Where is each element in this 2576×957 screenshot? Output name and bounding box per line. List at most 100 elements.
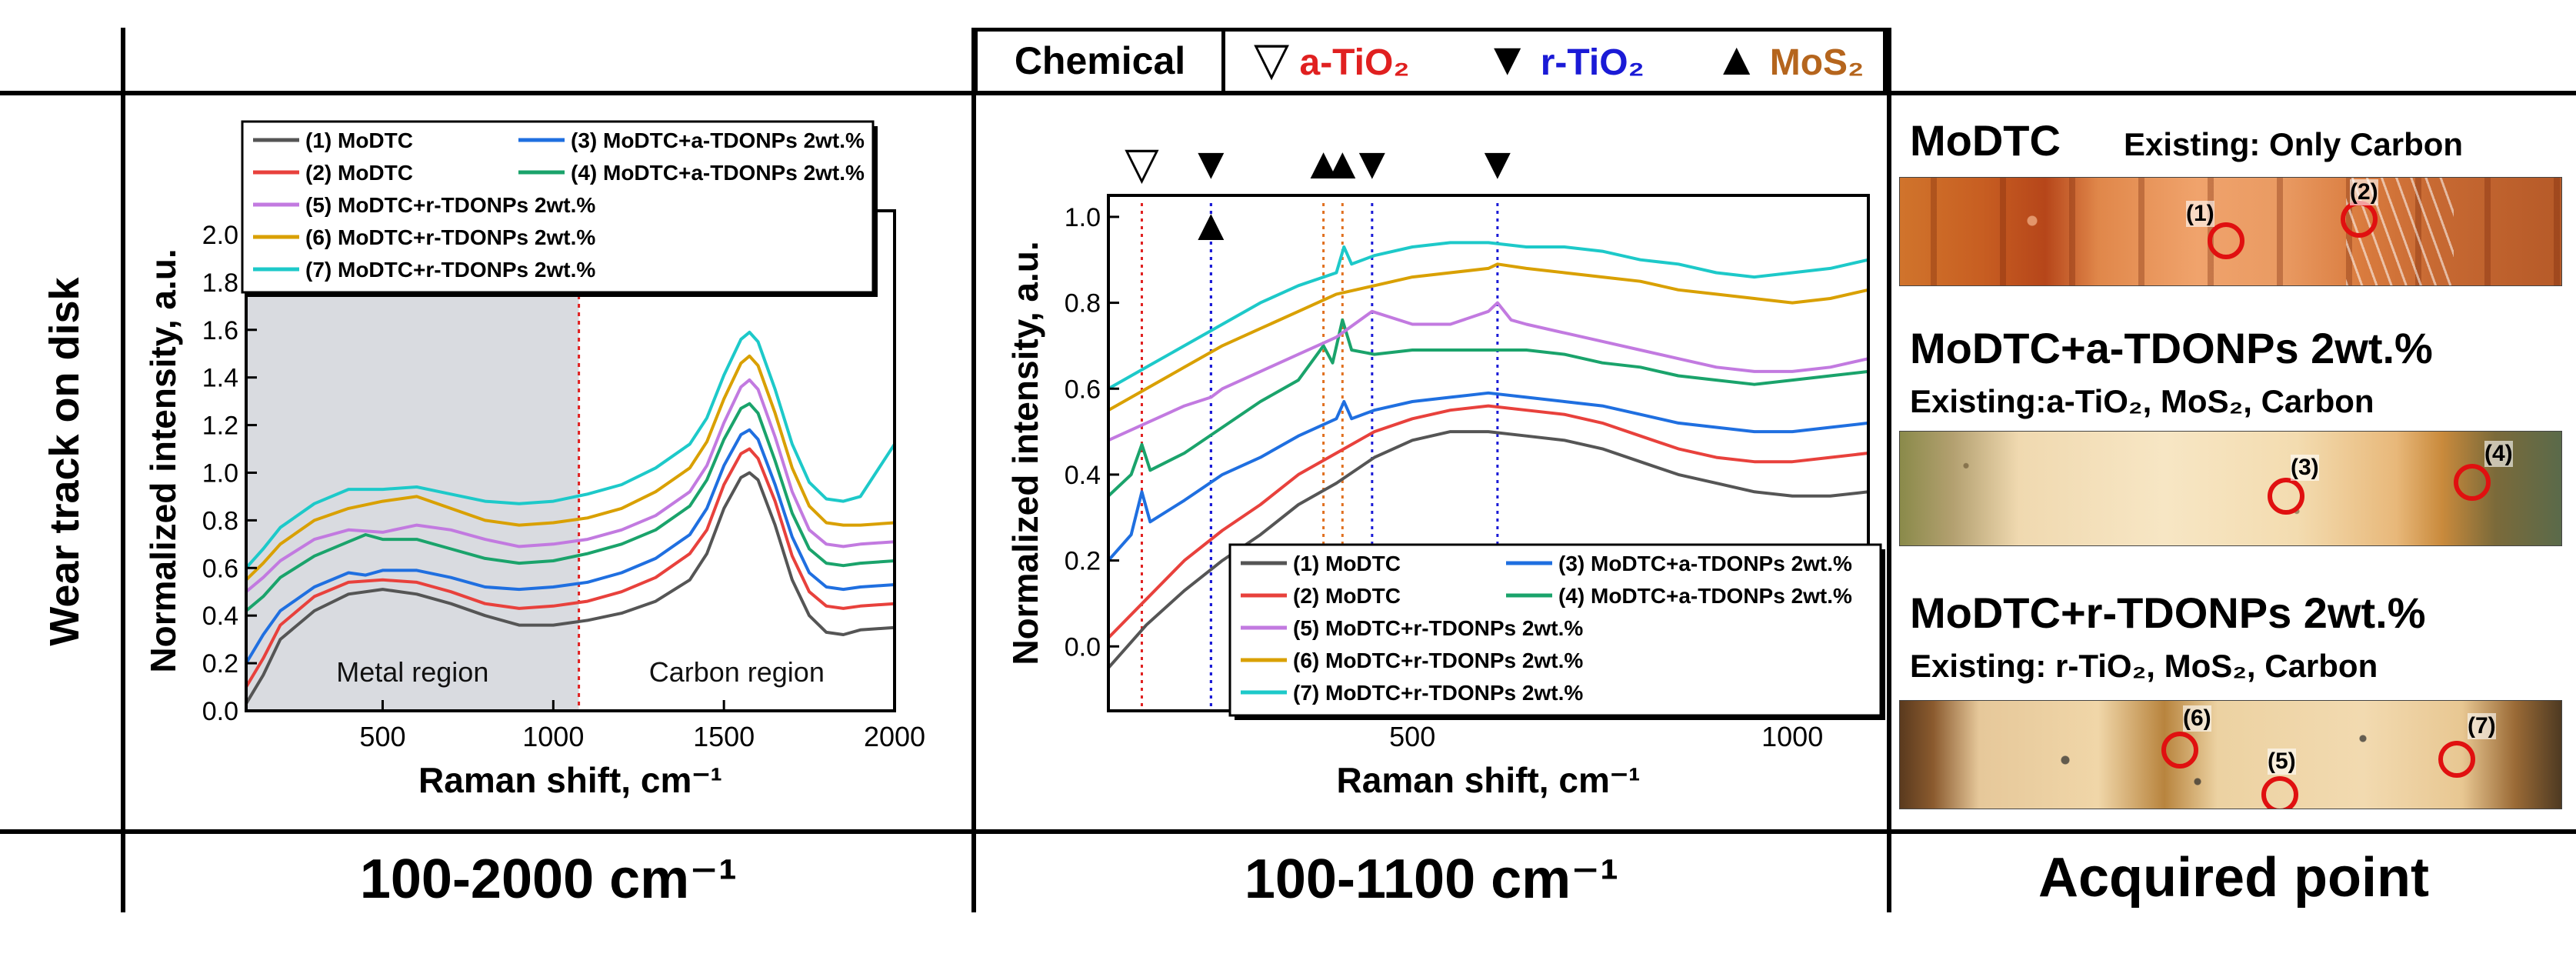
chem-name-mos2: MoS₂	[1769, 42, 1865, 83]
series-line-3	[245, 428, 895, 665]
legend-label: (4) MoDTC+a-TDONPs 2wt.%	[1558, 584, 1852, 608]
reference-marker-icon: ▲	[1189, 200, 1233, 250]
y-tick-label: 0.2	[1065, 547, 1101, 576]
series-line-3	[1107, 391, 1869, 562]
legend: (1) MoDTC (3) MoDTC+a-TDONPs 2wt.% (2) MoD…	[241, 120, 878, 297]
col-label-2: 100-1100 cm⁻¹	[1244, 849, 1619, 910]
acq-marker-6	[2161, 732, 2198, 769]
col-label-1: 100-2000 cm⁻¹	[359, 849, 738, 910]
acq-marker-1	[2208, 222, 2244, 259]
x-tick-label: 500	[359, 721, 405, 752]
y-tick-label: 1.6	[202, 316, 238, 345]
acq-label-2: (2)	[2350, 179, 2378, 205]
y-tick-label: 0.0	[1065, 632, 1101, 662]
legend-label: (3) MoDTC+a-TDONPs 2wt.%	[1558, 552, 1852, 575]
region-label: Metal region	[336, 656, 488, 688]
x-axis-label: Raman shift, cm⁻¹	[418, 760, 722, 800]
region-label: Carbon region	[649, 656, 825, 688]
legend: (1) MoDTC (3) MoDTC+a-TDONPs 2wt.% (2) MoD…	[1228, 543, 1885, 720]
x-tick-label: 2000	[864, 721, 925, 752]
y-tick-label: 0.0	[202, 697, 238, 726]
acq-marker-2	[2341, 201, 2378, 238]
open-down-triangle-icon: ▽	[1254, 33, 1290, 85]
x-tick-label: 1500	[693, 721, 755, 752]
x-tick-label: 1000	[522, 721, 584, 752]
acquired-panel: MoDTC Existing: Only Carbon (1) (2) MoDT…	[1891, 95, 2576, 829]
col-label-3: Acquired point	[2038, 847, 2429, 909]
series-line-6	[245, 354, 895, 582]
y-tick-label: 1.8	[202, 268, 238, 298]
acq-subtitle-1: Existing: Only Carbon	[2124, 126, 2464, 162]
acq-label-4: (4)	[2484, 441, 2513, 467]
y-tick-label: 2.0	[202, 221, 238, 250]
reference-marker-icon: ▲	[1321, 138, 1365, 188]
series-line-5	[245, 378, 895, 593]
acq-title-2: MoDTC+a-TDONPs 2wt.%	[1910, 324, 2433, 372]
chemical-legend-box	[974, 28, 1887, 91]
grid-line-bottom	[0, 829, 2576, 834]
x-tick-label: 500	[1389, 721, 1435, 752]
y-tick-label: 1.0	[202, 458, 238, 488]
acq-label-1: (1)	[2186, 201, 2214, 227]
acq-marker-7	[2438, 741, 2475, 778]
series-line-1	[245, 471, 895, 705]
y-tick-label: 0.4	[1065, 461, 1101, 490]
series-line-7	[1108, 241, 1869, 391]
chem-item-a-tio2: ▽ a-TiO₂	[1254, 32, 1410, 86]
legend-label: (1) MoDTC	[1293, 552, 1401, 575]
legend-label: (2) MoDTC	[305, 161, 413, 185]
acq-marker-5	[2261, 776, 2298, 809]
acq-title-3: MoDTC+r-TDONPs 2wt.%	[1910, 589, 2426, 637]
acq-marker-3	[2268, 478, 2304, 515]
series-line-4	[245, 402, 895, 612]
legend-box	[241, 120, 875, 294]
acq-label-5: (5)	[2268, 749, 2296, 775]
legend-label: (5) MoDTC+r-TDONPs 2wt.%	[305, 193, 595, 217]
y-tick-label: 1.2	[202, 412, 238, 441]
acq-title-1: MoDTC	[1910, 116, 2061, 165]
y-tick-label: 0.8	[202, 506, 238, 535]
y-tick-label: 0.4	[202, 602, 238, 631]
y-axis-label: Normalized intensity, a.u.	[143, 248, 183, 672]
legend-box	[1228, 543, 1882, 717]
legend-label: (2) MoDTC	[1293, 584, 1401, 608]
y-tick-label: 0.6	[1065, 375, 1101, 404]
reference-marker-icon: ▲	[1301, 138, 1345, 188]
y-tick-label: 0.6	[202, 554, 238, 583]
x-axis-label: Raman shift, cm⁻¹	[1337, 760, 1641, 800]
legend-label: (4) MoDTC+a-TDONPs 2wt.%	[571, 161, 865, 185]
acq-subtitle-3: Existing: r-TiO₂, MoS₂, Carbon	[1910, 648, 2378, 684]
grid-line-v1	[121, 28, 125, 912]
grid-line-v2	[971, 28, 976, 912]
y-axis-label: Normalized intensity, a.u.	[1005, 241, 1045, 665]
legend-label: (3) MoDTC+a-TDONPs 2wt.%	[571, 128, 865, 152]
chart-100-2000: 500 1000 1500 2000 0.0 0.2 0.4 0.6 0.8 1.0 1.2 1.4 1…	[143, 120, 925, 800]
wear-track-photo-2: (3) (4)	[1899, 431, 2562, 546]
legend-label: (7) MoDTC+r-TDONPs 2wt.%	[305, 258, 595, 282]
series-line-2	[1107, 404, 1869, 639]
acq-label-6: (6)	[2183, 705, 2211, 732]
reference-marker-icon: ▽	[1125, 138, 1159, 188]
chem-item-r-tio2: ▼ r-TiO₂	[1485, 32, 1645, 86]
wear-track-photo-1: (1) (2)	[1899, 177, 2562, 286]
acq-label-7: (7)	[2468, 713, 2496, 739]
chemical-label: Chemical	[1014, 39, 1186, 82]
acq-subtitle-2: Existing:a-TiO₂, MoS₂, Carbon	[1910, 383, 2374, 419]
grid-line-v3	[1887, 28, 1891, 912]
acq-label-3: (3)	[2291, 455, 2319, 481]
filled-up-triangle-icon: ▲	[1714, 33, 1760, 85]
reference-marker-icon: ▼	[1475, 138, 1519, 188]
row-label-text: Wear track on disk	[42, 277, 88, 646]
wear-track-photo-3: (6) (5) (7)	[1899, 700, 2562, 809]
legend-label: (7) MoDTC+r-TDONPs 2wt.%	[1293, 681, 1583, 705]
legend-label: (1) MoDTC	[305, 128, 413, 152]
grid-line-top	[0, 91, 2576, 95]
reference-marker-icon: ▼	[1350, 138, 1394, 188]
x-tick-label: 1000	[1761, 721, 1823, 752]
series-line-4	[1107, 318, 1869, 498]
chart-100-1100: 500 1000 0.0 0.2 0.4 0.6 0.8 1.0 Raman shift, cm…	[1005, 138, 1885, 800]
chem-item-mos2: ▲ MoS₂	[1714, 32, 1864, 86]
series-line-2	[245, 447, 895, 689]
y-tick-label: 0.8	[1065, 289, 1101, 318]
